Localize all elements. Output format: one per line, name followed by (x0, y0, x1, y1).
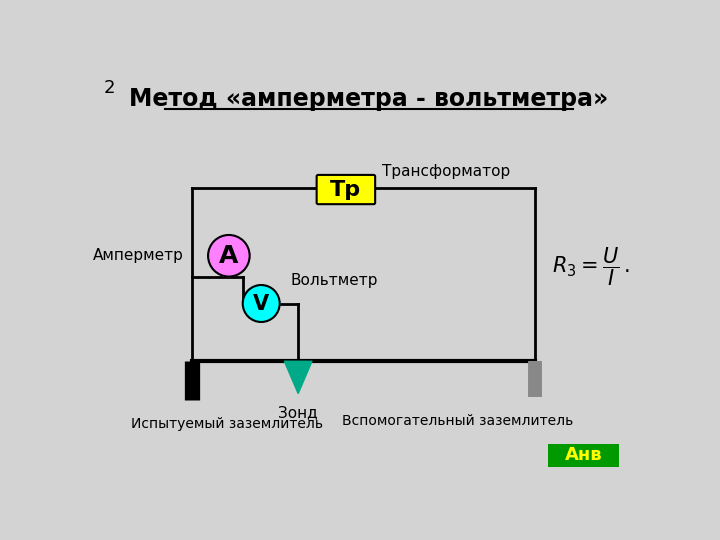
Text: V: V (253, 294, 269, 314)
Text: Метод «амперметра - вольтметра»: Метод «амперметра - вольтметра» (130, 87, 608, 111)
Text: Зонд: Зонд (279, 405, 318, 420)
FancyBboxPatch shape (549, 444, 619, 467)
Text: $R_3 = \dfrac{U}{I}\,.$: $R_3 = \dfrac{U}{I}\,.$ (552, 245, 629, 288)
Text: Трансформатор: Трансформатор (382, 164, 510, 179)
FancyBboxPatch shape (317, 175, 375, 204)
Text: 2: 2 (104, 79, 115, 97)
Circle shape (208, 235, 250, 276)
Text: Испытуемый заземлитель: Испытуемый заземлитель (130, 417, 323, 431)
Polygon shape (284, 361, 312, 394)
Text: Амперметр: Амперметр (93, 248, 184, 264)
Circle shape (243, 285, 279, 322)
Text: А: А (219, 244, 238, 268)
Text: Вспомогательный заземлитель: Вспомогательный заземлитель (342, 414, 573, 428)
Text: Анв: Анв (565, 446, 603, 464)
Text: Тр: Тр (330, 179, 361, 200)
Text: Вольтметр: Вольтметр (291, 273, 378, 288)
